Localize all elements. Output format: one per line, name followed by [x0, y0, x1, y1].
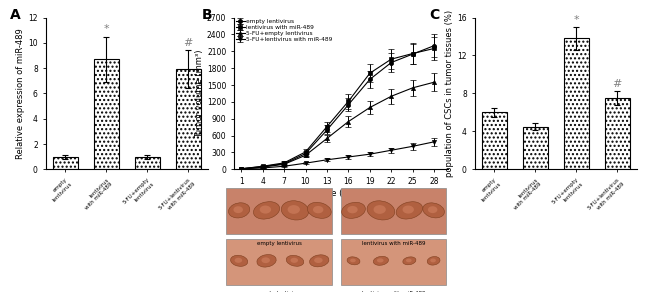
Text: *: * [573, 15, 579, 25]
Ellipse shape [287, 255, 304, 266]
Ellipse shape [428, 206, 437, 213]
Text: C: C [429, 8, 439, 22]
Y-axis label: Relative expression of miR-489: Relative expression of miR-489 [16, 28, 25, 159]
Bar [482, 112, 506, 169]
Bar [53, 157, 77, 169]
Text: #: # [612, 79, 622, 89]
Ellipse shape [377, 258, 384, 263]
X-axis label: Time (days): Time (days) [317, 189, 366, 198]
Ellipse shape [422, 203, 445, 218]
Bar [226, 188, 332, 234]
Text: lentivirus with miR-489: lentivirus with miR-489 [362, 241, 425, 246]
Ellipse shape [313, 206, 324, 213]
Ellipse shape [374, 256, 388, 265]
Ellipse shape [281, 201, 309, 220]
Ellipse shape [235, 258, 242, 263]
Ellipse shape [310, 255, 329, 267]
Ellipse shape [260, 206, 271, 214]
Ellipse shape [350, 259, 356, 262]
Text: empty lentivirus: empty lentivirus [257, 241, 302, 246]
Ellipse shape [367, 201, 395, 220]
Ellipse shape [403, 257, 416, 265]
Ellipse shape [347, 257, 360, 265]
Ellipse shape [427, 257, 440, 265]
Bar [341, 188, 447, 234]
Ellipse shape [233, 206, 243, 213]
Ellipse shape [314, 258, 322, 263]
Ellipse shape [231, 255, 248, 266]
Ellipse shape [397, 201, 422, 219]
Text: #: # [183, 38, 193, 48]
Ellipse shape [261, 257, 270, 263]
Ellipse shape [307, 202, 331, 218]
Ellipse shape [374, 205, 386, 214]
Text: B: B [202, 8, 213, 22]
Ellipse shape [430, 258, 436, 263]
Ellipse shape [229, 203, 250, 218]
Ellipse shape [257, 255, 276, 267]
Ellipse shape [402, 206, 414, 214]
Bar [94, 59, 118, 169]
Y-axis label: population of CSCs in tumor tissues (%): population of CSCs in tumor tissues (%) [445, 10, 454, 177]
Text: empty lentivirus
+5-FU: empty lentivirus +5-FU [257, 291, 302, 292]
Bar [605, 98, 630, 169]
Bar [523, 127, 547, 169]
Bar [564, 39, 589, 169]
Bar [176, 69, 201, 169]
Bar [135, 157, 160, 169]
Ellipse shape [287, 205, 300, 214]
Ellipse shape [406, 259, 411, 262]
Y-axis label: Tumor volume (mm³): Tumor volume (mm³) [195, 49, 204, 138]
Bar [341, 239, 447, 285]
Ellipse shape [291, 258, 298, 263]
Bar [226, 239, 332, 285]
Text: lentivirus with miR-489
+5-FU: lentivirus with miR-489 +5-FU [362, 291, 425, 292]
Legend: empty lentivirus, lentivirus with miR-489, 5-FU+empty lentivirus, 5-FU+lentiviru: empty lentivirus, lentivirus with miR-48… [235, 19, 333, 43]
Text: A: A [10, 8, 21, 22]
Ellipse shape [254, 201, 279, 219]
Ellipse shape [347, 206, 358, 213]
Text: *: * [103, 24, 109, 34]
Ellipse shape [341, 202, 365, 218]
